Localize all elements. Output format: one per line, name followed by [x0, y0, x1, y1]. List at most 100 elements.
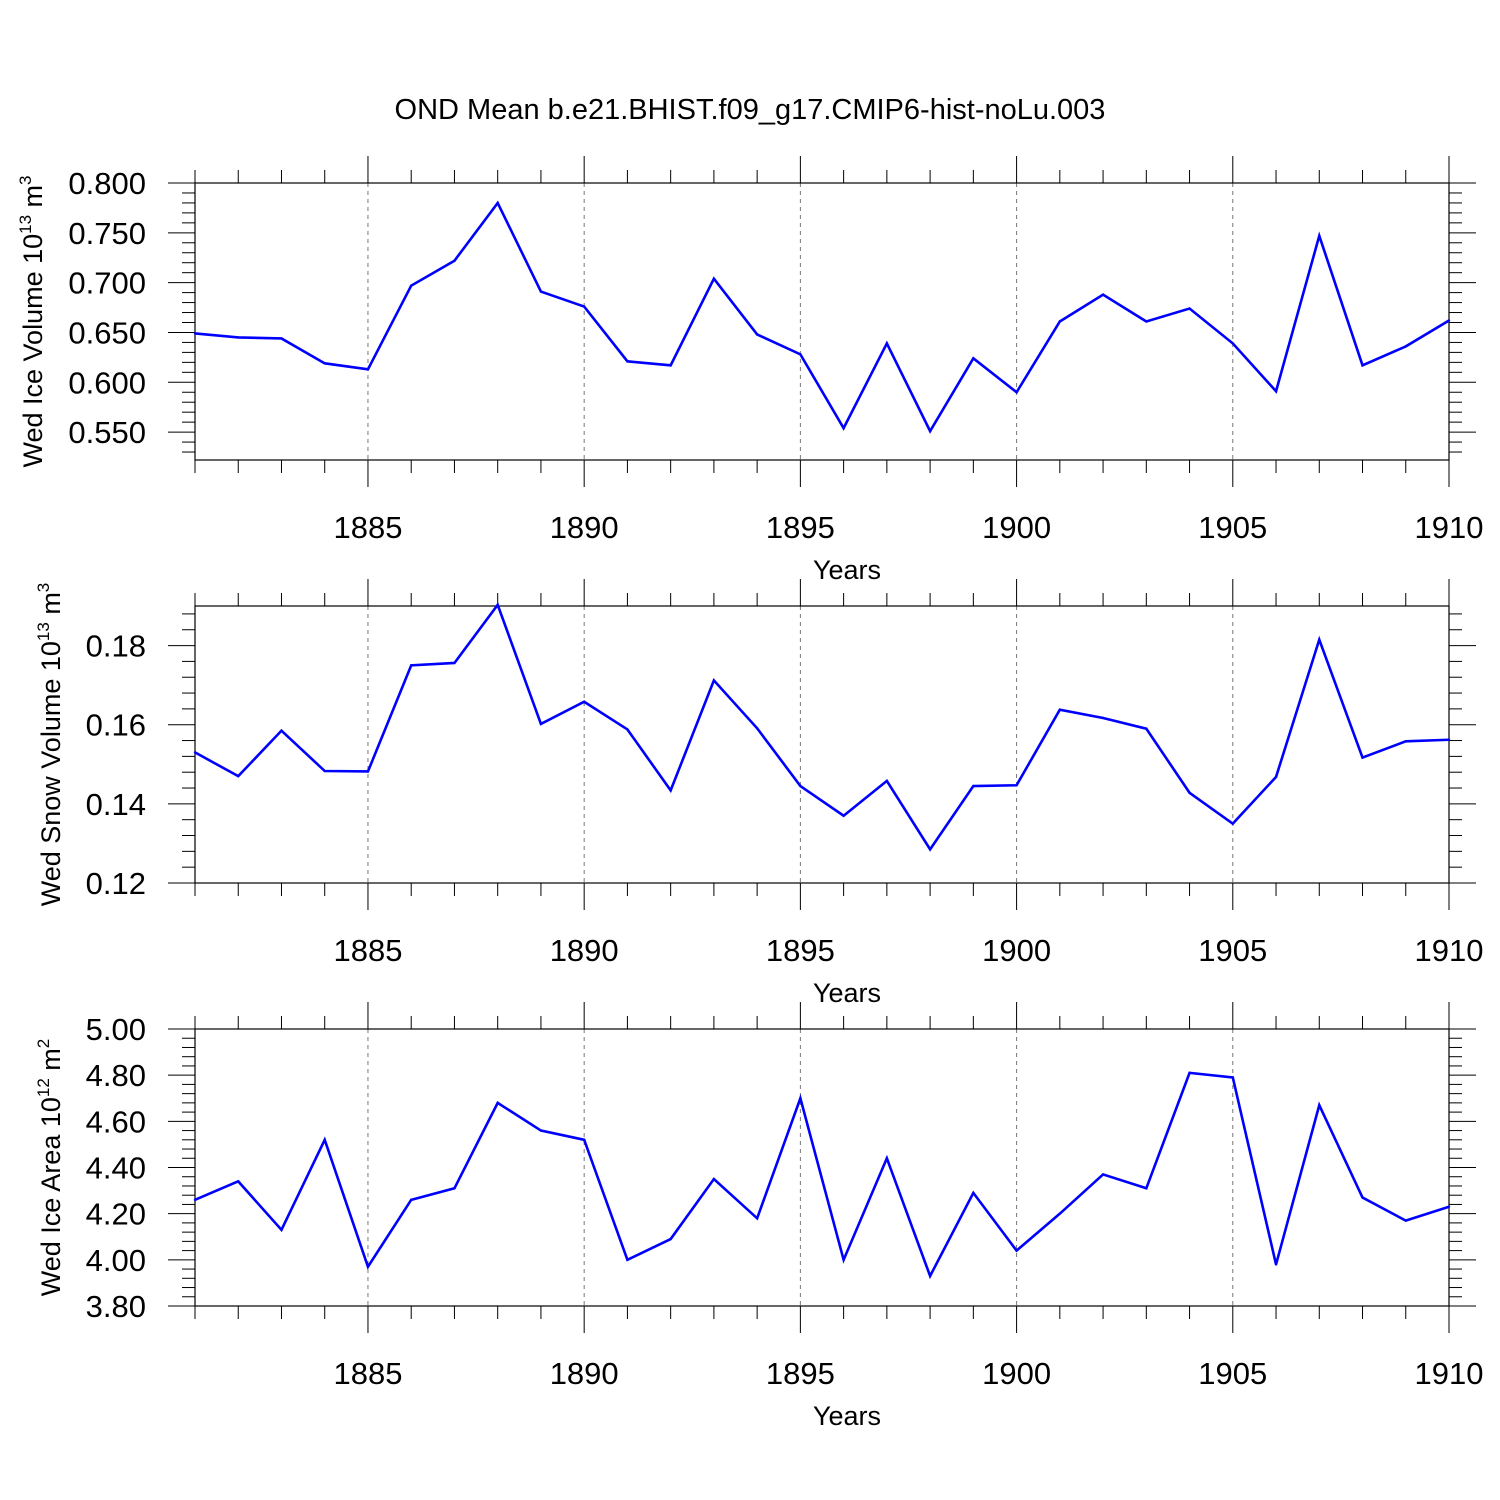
figure-title: OND Mean b.e21.BHIST.f09_g17.CMIP6-hist-… [395, 94, 1106, 126]
data-point [885, 1157, 889, 1160]
y-tick-label: 0.550 [68, 415, 146, 450]
data-point [928, 848, 932, 851]
x-axis-label: Years [813, 1401, 881, 1431]
y-tick-label: 0.14 [86, 787, 146, 822]
data-point [1318, 638, 1321, 641]
data-point [1361, 364, 1364, 367]
data-point [885, 779, 889, 783]
y-tick-label: 0.700 [68, 266, 146, 301]
x-tick-label: 1890 [550, 933, 619, 968]
data-point [1361, 756, 1364, 759]
data-point [669, 364, 672, 367]
data-point [1015, 784, 1018, 787]
x-tick-label: 1895 [766, 933, 835, 968]
data-point [712, 1177, 716, 1181]
data-point [323, 1138, 326, 1142]
y-tick-label: 0.650 [68, 315, 146, 350]
x-axis-label: Years [813, 978, 881, 1008]
data-point [1058, 708, 1062, 711]
data-point [1058, 1212, 1062, 1215]
x-tick-label: 1895 [766, 510, 835, 545]
data-point [1274, 390, 1278, 393]
data-point [280, 1228, 283, 1232]
data-point [1188, 791, 1191, 794]
data-point [842, 814, 845, 817]
panel-ice-area: 3.80 4.00 4.20 4.40 4.60 4.80 5.00 1885 1890 1895… [34, 1002, 1483, 1431]
data-point [193, 751, 197, 754]
data-point [1447, 1205, 1451, 1208]
y-tick-label: 4.00 [86, 1243, 146, 1278]
data-point [410, 284, 413, 287]
series-line [194, 1071, 1450, 1280]
series-line [194, 602, 1450, 852]
data-point [366, 1265, 370, 1268]
plot-frame [194, 1028, 1450, 1307]
plot-frame [194, 182, 1450, 461]
data-point [755, 727, 759, 730]
y-tick-label: 4.60 [86, 1104, 146, 1139]
x-tick-label: 1910 [1415, 510, 1484, 545]
data-point [323, 769, 326, 773]
data-point [539, 290, 543, 293]
data-point [410, 1198, 413, 1202]
x-tick-label: 1905 [1198, 510, 1267, 545]
data-point [237, 1180, 240, 1183]
data-point [1231, 1076, 1234, 1079]
x-tick-label: 1910 [1415, 1356, 1484, 1391]
y-tick-label: 0.18 [86, 629, 146, 664]
y-axis-label: Wed Snow Volume 1013 m3 [34, 583, 66, 907]
y-tick-label: 0.800 [68, 166, 146, 201]
data-point [1274, 1263, 1278, 1266]
data-point [1058, 320, 1062, 323]
x-tick-label: 1900 [982, 510, 1051, 545]
data-point [712, 679, 716, 682]
x-tick-label: 1900 [982, 1356, 1051, 1391]
data-point [453, 1187, 456, 1190]
data-point [842, 1258, 845, 1262]
data-point [280, 729, 283, 732]
data-point [669, 1237, 672, 1241]
data-point [280, 337, 283, 340]
data-point [626, 728, 629, 731]
data-point [496, 201, 499, 205]
y-tick-label: 4.80 [86, 1058, 146, 1093]
data-point [1231, 342, 1234, 345]
data-point [755, 333, 759, 336]
data-point [799, 1097, 802, 1100]
x-tick-label: 1885 [333, 1356, 402, 1391]
data-point [799, 353, 802, 356]
x-tick-label: 1885 [333, 933, 402, 968]
series-line [194, 200, 1450, 434]
x-tick-label: 1890 [550, 510, 619, 545]
data-point [1447, 738, 1451, 741]
data-point [755, 1217, 759, 1220]
data-point [928, 1274, 932, 1278]
data-point [1318, 234, 1321, 238]
data-point [1101, 293, 1105, 296]
data-point [366, 368, 370, 371]
data-point [1274, 775, 1278, 779]
x-tick-label: 1900 [982, 933, 1051, 968]
data-point [1145, 1187, 1148, 1190]
data-point [972, 784, 975, 788]
y-tick-label: 4.20 [86, 1197, 146, 1232]
panel-ice-volume: 0.550 0.600 0.650 0.700 0.750 0.800 1885 1890 18… [16, 156, 1483, 585]
y-tick-label: 5.00 [86, 1012, 146, 1047]
data-point [928, 429, 932, 433]
data-point [539, 722, 543, 726]
data-point [972, 357, 975, 360]
x-tick-label: 1890 [550, 1356, 619, 1391]
y-axis-label: Wed Ice Area 1012 m2 [34, 1039, 66, 1297]
data-point [1188, 1071, 1191, 1075]
data-point [539, 1129, 543, 1132]
data-point [1145, 727, 1148, 730]
data-point [237, 336, 240, 339]
data-point [1361, 1196, 1364, 1199]
y-tick-label: 0.750 [68, 216, 146, 251]
data-point [1404, 1219, 1407, 1222]
data-point [496, 1101, 499, 1105]
data-point [885, 342, 889, 345]
data-point [1231, 822, 1234, 825]
data-point [842, 426, 845, 430]
